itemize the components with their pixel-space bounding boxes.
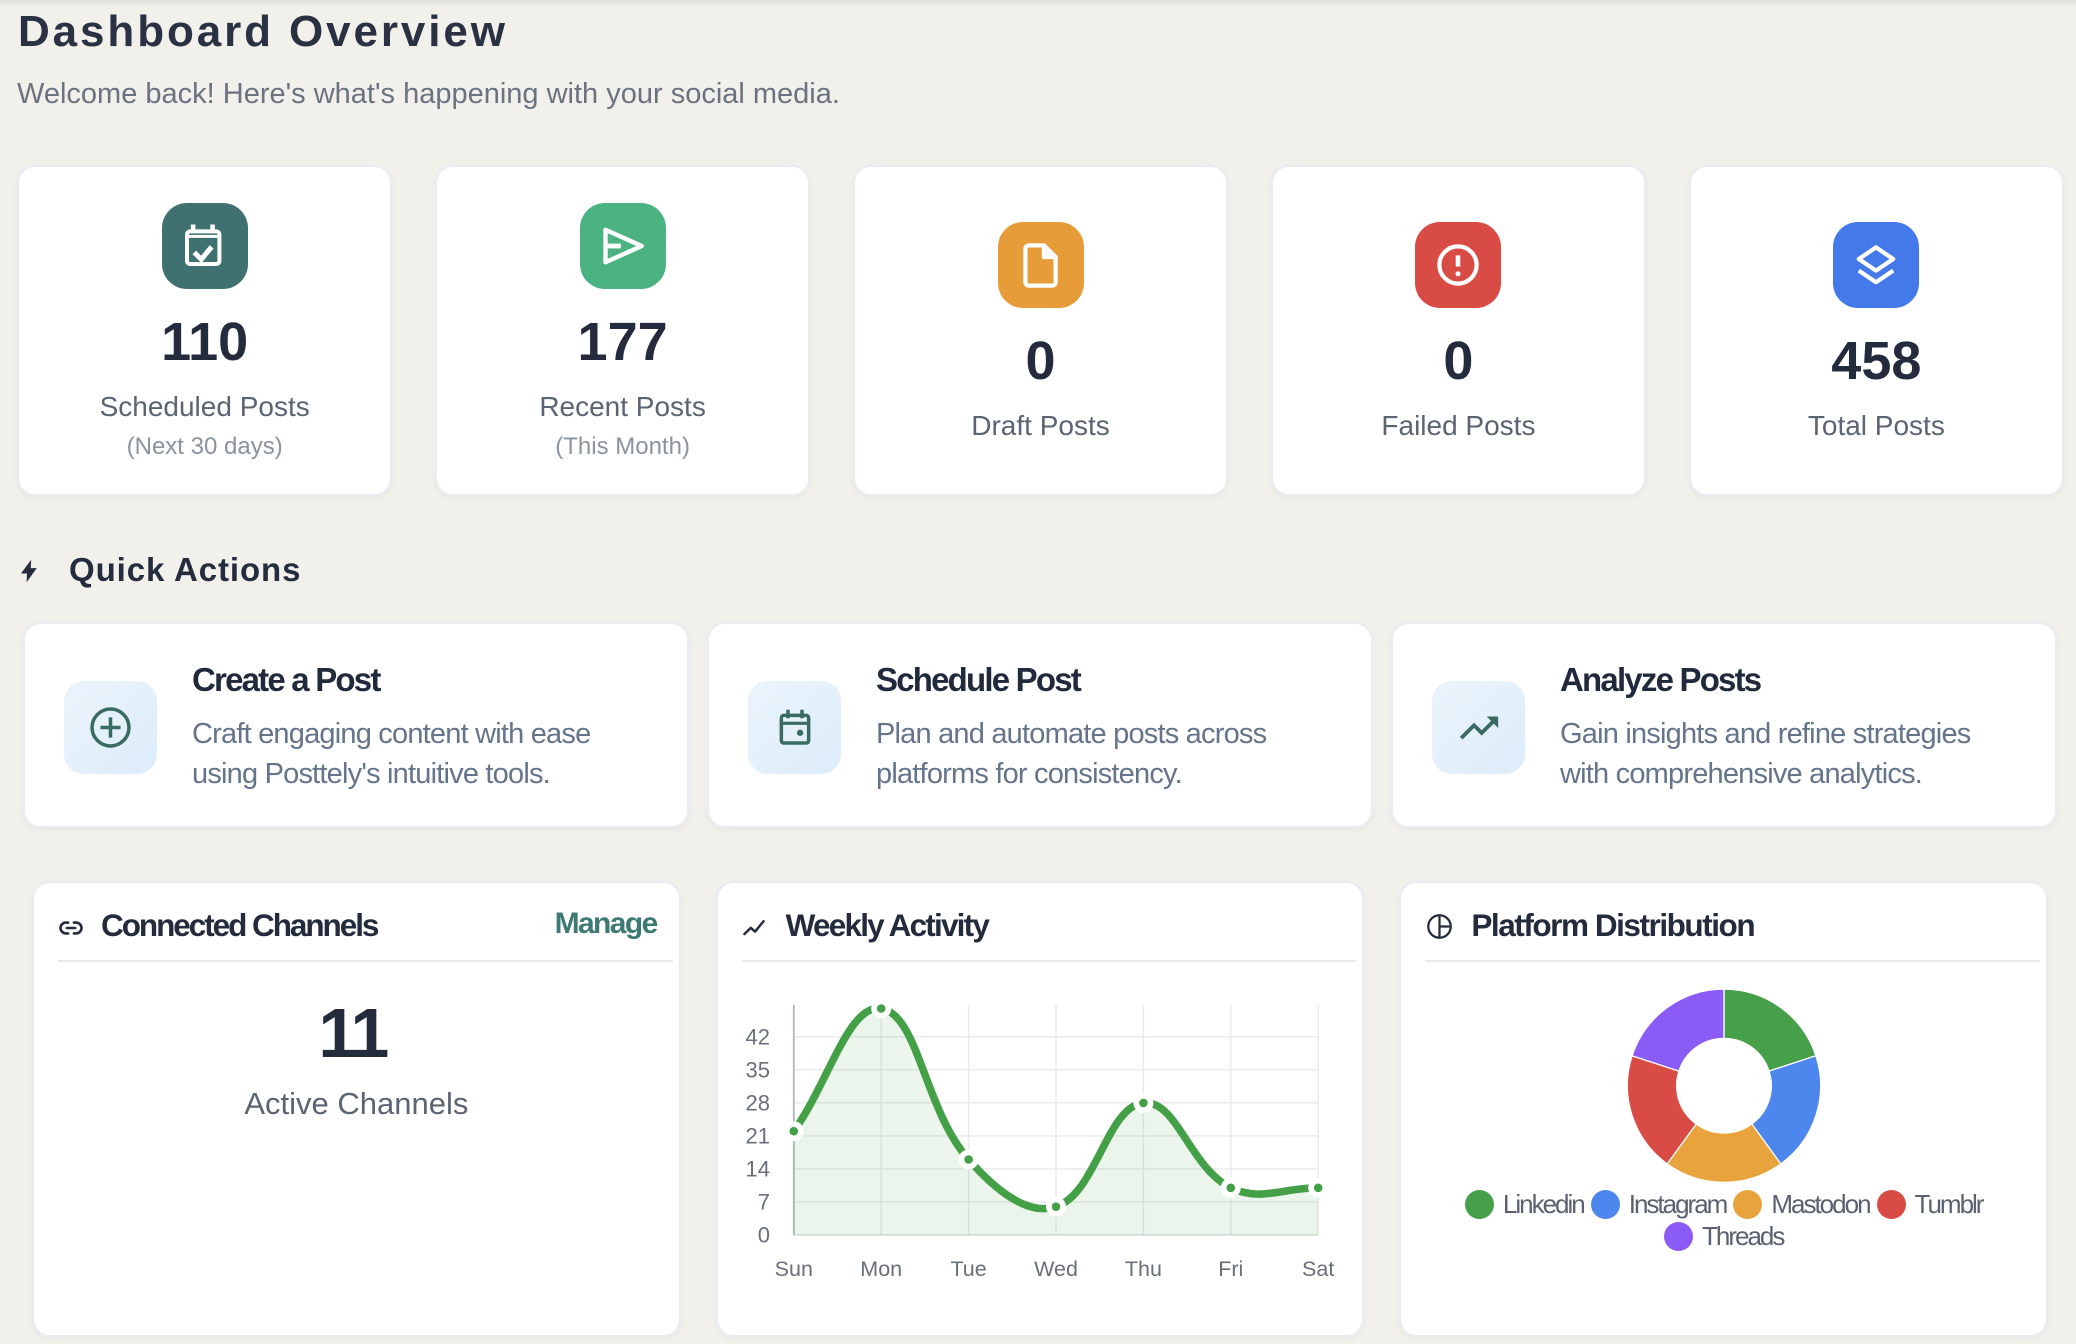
svg-text:Sat: Sat: [1302, 1257, 1334, 1281]
svg-text:42: 42: [745, 1024, 769, 1049]
svg-text:Mon: Mon: [860, 1257, 902, 1281]
svg-text:Thu: Thu: [1125, 1257, 1162, 1281]
svg-text:Wed: Wed: [1034, 1257, 1078, 1281]
svg-text:Sun: Sun: [774, 1257, 812, 1281]
svg-text:Tue: Tue: [950, 1257, 986, 1281]
svg-text:14: 14: [745, 1156, 769, 1181]
svg-text:21: 21: [745, 1123, 769, 1148]
svg-text:7: 7: [757, 1189, 769, 1214]
svg-text:28: 28: [745, 1090, 769, 1115]
svg-text:0: 0: [757, 1223, 769, 1248]
svg-text:Fri: Fri: [1218, 1257, 1243, 1281]
svg-text:35: 35: [745, 1057, 769, 1082]
